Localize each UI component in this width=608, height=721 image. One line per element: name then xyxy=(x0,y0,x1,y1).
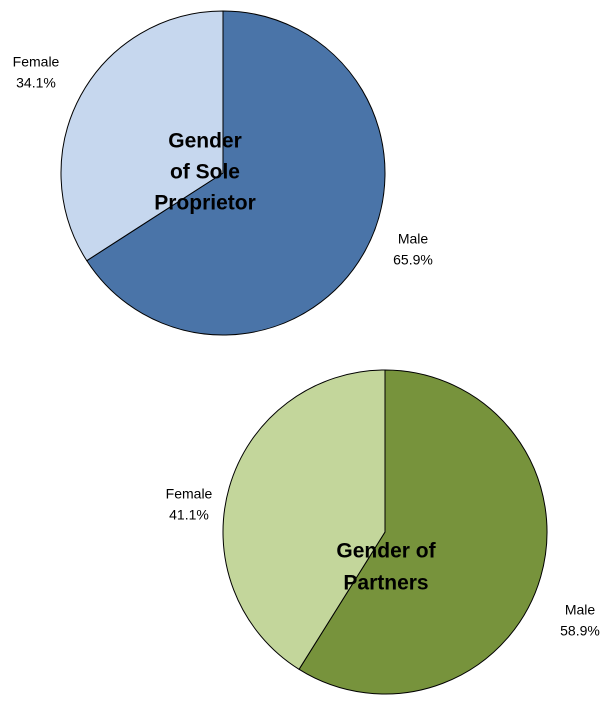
slice-value-label: 34.1% xyxy=(16,75,56,91)
slice-label: Male xyxy=(565,602,596,618)
chart-title: Proprietor xyxy=(154,192,256,215)
slice-label: Female xyxy=(13,54,60,70)
slice-label: Female xyxy=(166,486,213,502)
chart-title: Partners xyxy=(343,572,428,595)
slice-value-label: 41.1% xyxy=(169,507,209,523)
slice-value-label: 65.9% xyxy=(393,252,433,268)
chart-title: of Sole xyxy=(170,161,240,184)
chart-title: Gender xyxy=(168,130,242,153)
pie-slice xyxy=(222,369,386,671)
chart-title: Gender of xyxy=(336,540,436,563)
pie-slice xyxy=(86,10,386,336)
pie-slice xyxy=(298,369,548,695)
pie-slice xyxy=(60,10,224,262)
slice-label: Male xyxy=(398,231,429,247)
slice-value-label: 58.9% xyxy=(560,623,600,639)
